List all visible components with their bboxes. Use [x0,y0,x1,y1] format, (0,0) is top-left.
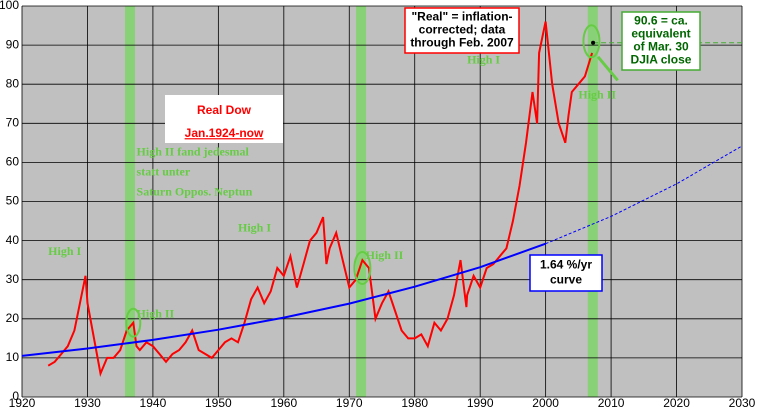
highlight-ring [582,24,601,59]
info-box [621,11,701,71]
y-tick-label: 70 [6,115,20,129]
x-tick-label: 1940 [140,396,167,410]
y-tick-label: 60 [6,155,20,169]
x-tick-label: 1950 [205,396,232,410]
annotation: High I [467,52,500,66]
info-text: equivalent [631,27,690,41]
annotation: High II [366,248,404,262]
chart-subtitle: Jan.1924-now [185,126,264,140]
x-tick-label: 1990 [467,396,494,410]
y-tick-label: 30 [6,272,20,286]
info-text: 90.6 = ca. [634,14,688,28]
series-line [21,242,546,357]
x-tick-label: 1920 [9,396,36,410]
annotation: High I [238,221,271,235]
x-tick-label: 1970 [336,396,363,410]
series-line [47,21,594,377]
y-tick-label: 100 [0,0,19,12]
y-tick-label: 40 [6,233,20,247]
info-text: DJIA close [631,53,692,67]
chart-title: Real Dow [197,103,252,117]
y-tick-label: 0 [12,389,19,403]
note: High II fand jedesmal [137,144,250,158]
series-line [545,145,743,245]
y-tick-label: 10 [6,350,20,364]
info-text: curve [550,273,582,287]
annotation: High II [578,88,616,102]
info-text: 1.64 %/yr [540,258,592,272]
y-tick-label: 90 [6,37,20,51]
info-text: of Mar. 30 [633,40,689,54]
info-text: corrected; data [419,23,506,37]
info-box [529,254,603,292]
y-tick-label: 80 [6,76,20,90]
x-tick-label: 2010 [598,396,625,410]
pointer [596,55,619,82]
marker [591,40,596,45]
highlight-ring [125,307,142,338]
x-tick-label: 1980 [401,396,428,410]
x-tick-label: 2030 [729,396,756,410]
y-tick-label: 20 [6,311,20,325]
title-box [165,95,283,143]
info-box [404,7,520,54]
info-text: through Feb. 2007 [410,36,514,50]
x-tick-label: 1960 [270,396,297,410]
info-text: "Real" = inflation- [411,10,512,24]
y-tick-label: 50 [6,194,20,208]
note: statt unter [137,164,191,178]
note: Saturn Oppos. Neptun [137,184,253,198]
annotation: High II [137,307,175,321]
x-tick-label: 1930 [74,396,101,410]
x-tick-label: 2020 [663,396,690,410]
highlight-ring [353,250,372,285]
x-tick-label: 2000 [532,396,559,410]
annotation: High I [48,244,81,258]
